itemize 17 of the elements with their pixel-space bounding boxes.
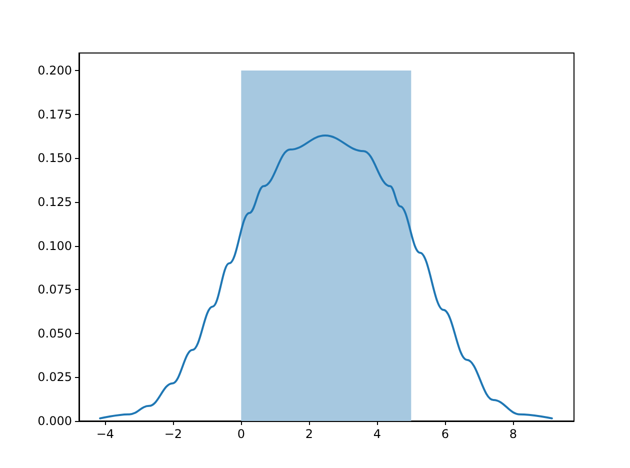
y-tick-label: 0.150: [38, 151, 72, 166]
x-tick-label: −2: [164, 427, 182, 441]
x-tick-label: −4: [96, 427, 114, 441]
y-tick-label: 0.200: [38, 64, 72, 78]
y-tick-label: 0.075: [38, 282, 72, 297]
x-tick-label: 0: [237, 427, 245, 441]
y-tick-label: 0.000: [38, 414, 72, 428]
line-series: [99, 134, 553, 420]
x-tick-label: 4: [373, 427, 381, 441]
x-tick-label: 2: [305, 427, 313, 441]
x-tick-label: 8: [509, 427, 517, 441]
x-tick-label: 6: [441, 427, 449, 441]
y-tick-label: 0.175: [38, 107, 72, 122]
y-tick-label: 0.125: [38, 194, 72, 209]
y-tick-label: 0.025: [38, 370, 72, 384]
y-tick-label: 0.100: [38, 238, 72, 253]
y-tick-label: 0.050: [38, 326, 72, 340]
